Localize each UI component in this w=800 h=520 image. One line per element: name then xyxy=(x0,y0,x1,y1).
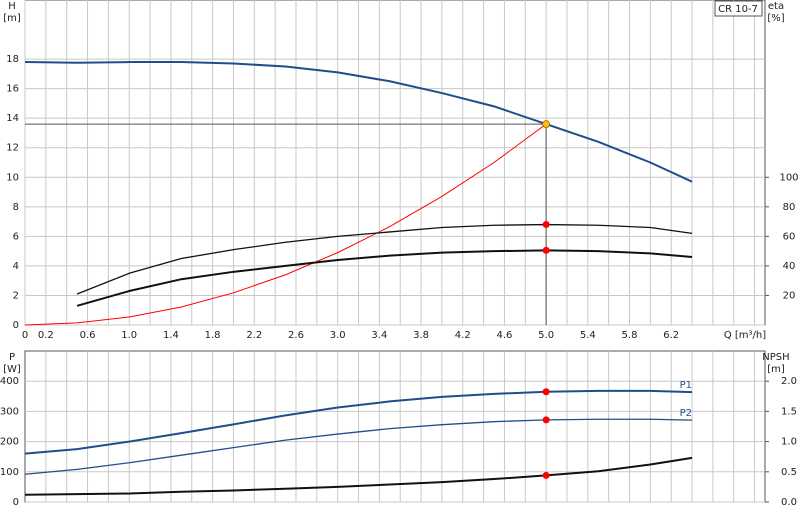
y-tick-label: 8 xyxy=(13,202,19,213)
operating-point xyxy=(542,388,550,396)
y2-axis-unit: [m] xyxy=(767,364,785,375)
operating-point xyxy=(542,221,550,229)
y-tick-label: 200 xyxy=(0,437,19,448)
y2-tick-label: 80 xyxy=(783,202,796,213)
y-axis-label: H xyxy=(8,1,16,12)
y2-tick-label: 0.5 xyxy=(781,467,797,478)
x-tick-label: 5.8 xyxy=(622,330,638,341)
x-tick-label: 3.4 xyxy=(371,330,387,341)
curve xyxy=(24,123,547,326)
y2-tick-label: 1.5 xyxy=(781,406,797,417)
x-tick-label: 2.6 xyxy=(288,330,304,341)
curve xyxy=(24,456,693,496)
y-tick-label: 400 xyxy=(0,376,19,387)
y-tick-label: 4 xyxy=(13,261,19,272)
plot-frame xyxy=(24,350,766,503)
y2-tick-label: 0.0 xyxy=(781,497,797,508)
x-tick-label: 0.2 xyxy=(38,330,54,341)
y2-tick-label: 1.0 xyxy=(781,437,797,448)
curve xyxy=(24,389,693,455)
y-tick-label: 12 xyxy=(6,143,19,154)
curve xyxy=(76,223,693,295)
operating-point xyxy=(542,416,550,424)
x-tick-label: 1.8 xyxy=(205,330,221,341)
x-tick-label: 4.2 xyxy=(455,330,471,341)
x-tick-label: 0 xyxy=(22,330,28,341)
y-tick-label: 300 xyxy=(0,406,19,417)
x-tick-label: 3.8 xyxy=(413,330,429,341)
y2-tick-label: 2.0 xyxy=(781,376,797,387)
y2-axis-label: eta xyxy=(768,1,784,12)
model-label: CR 10-7 xyxy=(718,4,758,15)
y-tick-label: 14 xyxy=(6,113,19,124)
x-tick-label: 5.4 xyxy=(580,330,596,341)
model-box xyxy=(714,0,763,17)
y-tick-label: 6 xyxy=(13,231,19,242)
plot-frame xyxy=(24,0,766,326)
x-tick-label: 3.0 xyxy=(330,330,346,341)
y-axis-unit: [W] xyxy=(3,364,21,375)
y2-tick-label: 40 xyxy=(783,261,796,272)
y2-tick-label: 60 xyxy=(783,231,796,242)
y2-axis-unit: [%] xyxy=(767,13,784,24)
x-axis-label: Q [m³/h] xyxy=(724,330,766,341)
operating-point xyxy=(542,471,550,479)
y-tick-label: 0 xyxy=(13,497,19,508)
curve xyxy=(24,418,693,475)
x-tick-label: 1.0 xyxy=(121,330,137,341)
curve xyxy=(24,61,693,183)
x-tick-label: 1.4 xyxy=(163,330,179,341)
operating-point xyxy=(542,246,550,254)
y-axis-label: P xyxy=(9,352,15,363)
y-tick-label: 16 xyxy=(6,84,19,95)
x-tick-label: 2.2 xyxy=(246,330,262,341)
y2-tick-label: 100 xyxy=(779,172,798,183)
curve-label: P1 xyxy=(680,380,692,391)
x-tick-label: 0.6 xyxy=(80,330,96,341)
x-tick-label: 6.2 xyxy=(663,330,679,341)
y-tick-label: 100 xyxy=(0,467,19,478)
operating-point xyxy=(542,120,551,128)
curve-label: P2 xyxy=(680,408,692,419)
y-tick-label: 18 xyxy=(6,54,19,65)
y-tick-label: 10 xyxy=(6,172,19,183)
y2-axis-label: NPSH xyxy=(762,352,789,363)
y-tick-label: 0 xyxy=(13,320,19,331)
y-axis-unit: [m] xyxy=(3,13,21,24)
y-tick-label: 2 xyxy=(13,290,19,301)
x-tick-label: 4.6 xyxy=(496,330,512,341)
y2-tick-label: 20 xyxy=(783,290,796,301)
x-tick-label: 5.0 xyxy=(538,330,554,341)
curve xyxy=(76,249,693,307)
